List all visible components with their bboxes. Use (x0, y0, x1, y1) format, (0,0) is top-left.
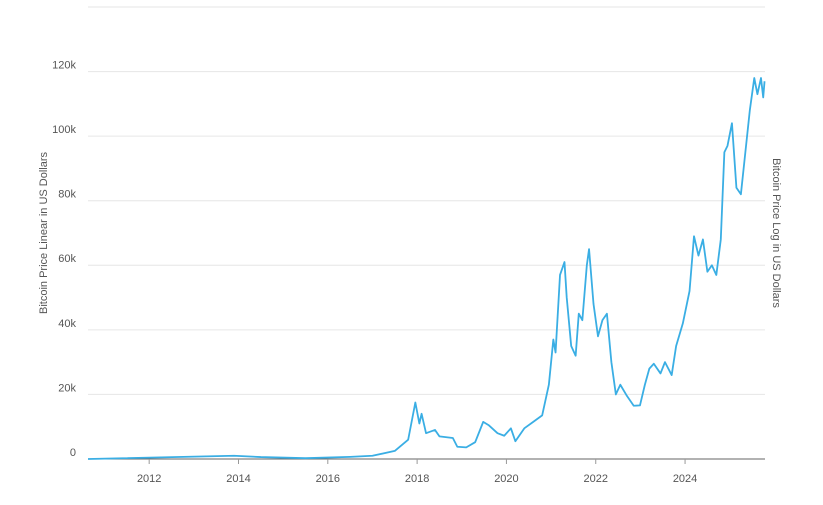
y-tick-label: 40k (58, 318, 76, 330)
x-tick-label: 2022 (584, 473, 608, 485)
x-tick-label: 2016 (316, 473, 340, 485)
y-tick-label: 0 (70, 447, 76, 459)
x-tick-label: 2018 (405, 473, 429, 485)
y-tick-label: 80k (58, 189, 76, 201)
x-tick-label: 2014 (226, 473, 250, 485)
y2-axis-label: Bitcoin Price Log in US Dollars (770, 158, 782, 308)
price-line (87, 77, 766, 460)
y-tick-label: 100k (52, 124, 76, 136)
x-tick-label: 2012 (137, 473, 161, 485)
y-tick-label: 20k (58, 382, 76, 394)
x-tick-label: 2020 (494, 473, 518, 485)
y-tick-label: 120k (52, 59, 76, 71)
x-tick-label: 2024 (673, 473, 697, 485)
y-tick-label: 60k (58, 253, 76, 265)
y-axis-label: Bitcoin Price Linear in US Dollars (38, 151, 50, 314)
